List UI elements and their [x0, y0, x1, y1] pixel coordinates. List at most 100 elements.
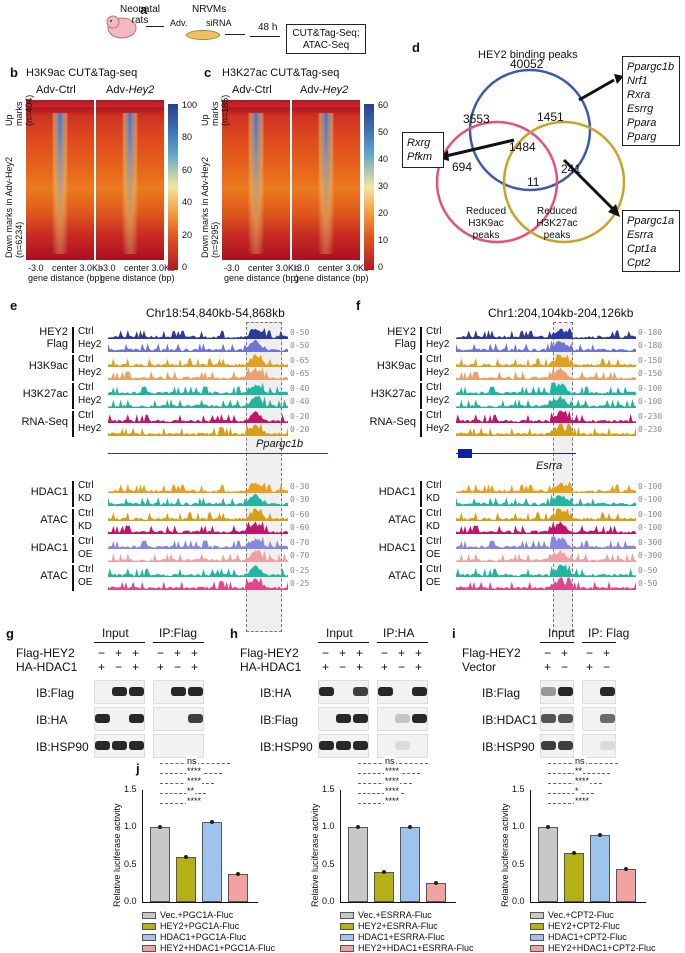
track-group-bracket: [72, 509, 74, 535]
blot-panel-label: i: [452, 626, 456, 641]
stat-label: ****: [384, 786, 401, 796]
track-condition: Ctrl: [78, 508, 94, 519]
data-dot: [184, 855, 188, 860]
blot-sign: −: [174, 660, 182, 674]
blot-band: [336, 714, 351, 723]
signal-track: [456, 536, 636, 549]
track-group-label: RNA-Seq: [12, 416, 68, 428]
venn-h3k9: [435, 120, 559, 244]
legend-entry: Vec.+PGC1A-Fluc: [160, 910, 234, 920]
legend-swatch: [530, 934, 544, 941]
rat-illustration: [104, 10, 142, 40]
track-range: 0-150: [638, 356, 663, 365]
legend-entry: HEY2+PGC1A-Fluc: [160, 921, 240, 931]
signal-track: [456, 564, 636, 577]
legend-entry: Vec.+ESRRA-Fluc: [358, 910, 432, 920]
bar: [228, 873, 248, 902]
track-group-label: H3K9ac: [12, 360, 68, 372]
blot-band: [353, 687, 368, 696]
track-group-name: HEY2: [39, 326, 68, 338]
blot-band: [95, 741, 110, 750]
colorbar-tick: 10: [378, 235, 389, 245]
track-range: 0-50: [638, 566, 658, 575]
panel-b-xleft-2: -3.0: [100, 263, 116, 273]
blot-sign: +: [415, 660, 423, 674]
venn-n-h3k9-h3k27: 11: [527, 175, 540, 189]
track-range: 0-70: [290, 538, 310, 547]
legend-entry: HEY2+ESRRA-Fluc: [358, 921, 438, 931]
down-label: Down marks in Adv-Hey2: [4, 156, 14, 258]
data-dot: [382, 870, 386, 875]
panel-e-label: e: [10, 298, 18, 313]
blot-input-label: Input: [102, 626, 129, 640]
data-dot: [546, 825, 550, 830]
colorbar-tick: 60: [182, 164, 193, 175]
genes-top-box: Ppargc1b Nrf1 Rxra Esrrg Ppara Pparg: [622, 56, 680, 146]
blot-input-label: Input: [548, 626, 575, 640]
track-condition: Ctrl: [78, 480, 94, 491]
sirna-label: siRNA: [206, 18, 232, 28]
blot-band: [600, 741, 615, 750]
blot-band: [95, 714, 110, 723]
track-group-label: ATAC: [12, 570, 68, 582]
y-tick: 1.5: [512, 784, 525, 794]
blot-ip-label: IP: Flag: [588, 626, 630, 640]
c-up-label: Up marks: [200, 101, 220, 127]
colorbar-b: [168, 104, 178, 270]
heatmap-b-ctrl: [26, 100, 94, 260]
track-group-label: HEY2 Flag: [12, 326, 68, 350]
track-group-bracket: [420, 509, 422, 535]
blot-input-line: [540, 642, 574, 643]
blot-gel-ip: [582, 734, 616, 758]
blot-ib-label: IB:HA: [260, 686, 292, 700]
track-condition: Hey2: [426, 423, 450, 434]
stat-label: ****: [574, 796, 591, 806]
blot-sign: +: [561, 646, 569, 660]
gene-name: Esrra: [627, 229, 654, 241]
stat-label: ****: [186, 776, 203, 786]
gene-name: Pfkm: [407, 151, 433, 163]
legend-entry: HEY2+HDAC1+CPT2-Fluc: [548, 943, 656, 953]
blot-sign: +: [157, 660, 165, 674]
blot-sign: +: [398, 646, 406, 660]
y-tick: 1.5: [322, 784, 335, 794]
legend-swatch: [340, 934, 354, 941]
blot-band: [336, 741, 351, 750]
arrow-bottom: [562, 158, 616, 212]
track-range: 0-230: [638, 412, 663, 421]
signal-track: [456, 326, 636, 339]
track-range: 0-180: [638, 328, 663, 337]
track-group-bracket: [420, 565, 422, 591]
track-group-bracket: [72, 355, 74, 381]
track-range: 0-60: [290, 523, 310, 532]
blot-band: [129, 714, 144, 723]
signal-track: [108, 577, 288, 590]
track-condition: KD: [426, 493, 440, 504]
track-group-bracket: [72, 537, 74, 563]
venn-hey2: [468, 68, 592, 192]
track-group-name: HDAC1: [30, 486, 68, 498]
bar: [616, 869, 636, 902]
panel-c-xaxis-2: gene distance (bp): [294, 273, 369, 283]
track-group-name: H3K9ac: [28, 360, 68, 372]
bar: [348, 827, 368, 902]
stat-label: *: [574, 786, 580, 796]
legend-swatch: [142, 923, 156, 930]
blot-sign: +: [356, 660, 364, 674]
y-tick: 0.0: [512, 896, 525, 906]
bar: [400, 827, 420, 902]
track-condition: Hey2: [78, 423, 102, 434]
blot-sign: +: [603, 646, 611, 660]
signal-track: [108, 395, 288, 408]
track-condition: Ctrl: [78, 564, 94, 575]
col2-prefix: Adv-: [106, 84, 129, 96]
colorbar-tick: 20: [182, 229, 193, 240]
track-group-name: ATAC: [388, 514, 416, 526]
arrow-line-2: [225, 34, 245, 35]
track-group-label: ATAC: [360, 514, 416, 526]
track-range: 0-50: [638, 579, 658, 588]
neonatal-text: Neonatal: [119, 4, 161, 15]
track-group-bracket: [72, 565, 74, 591]
track-condition: KD: [78, 521, 92, 532]
bar: [202, 822, 222, 902]
